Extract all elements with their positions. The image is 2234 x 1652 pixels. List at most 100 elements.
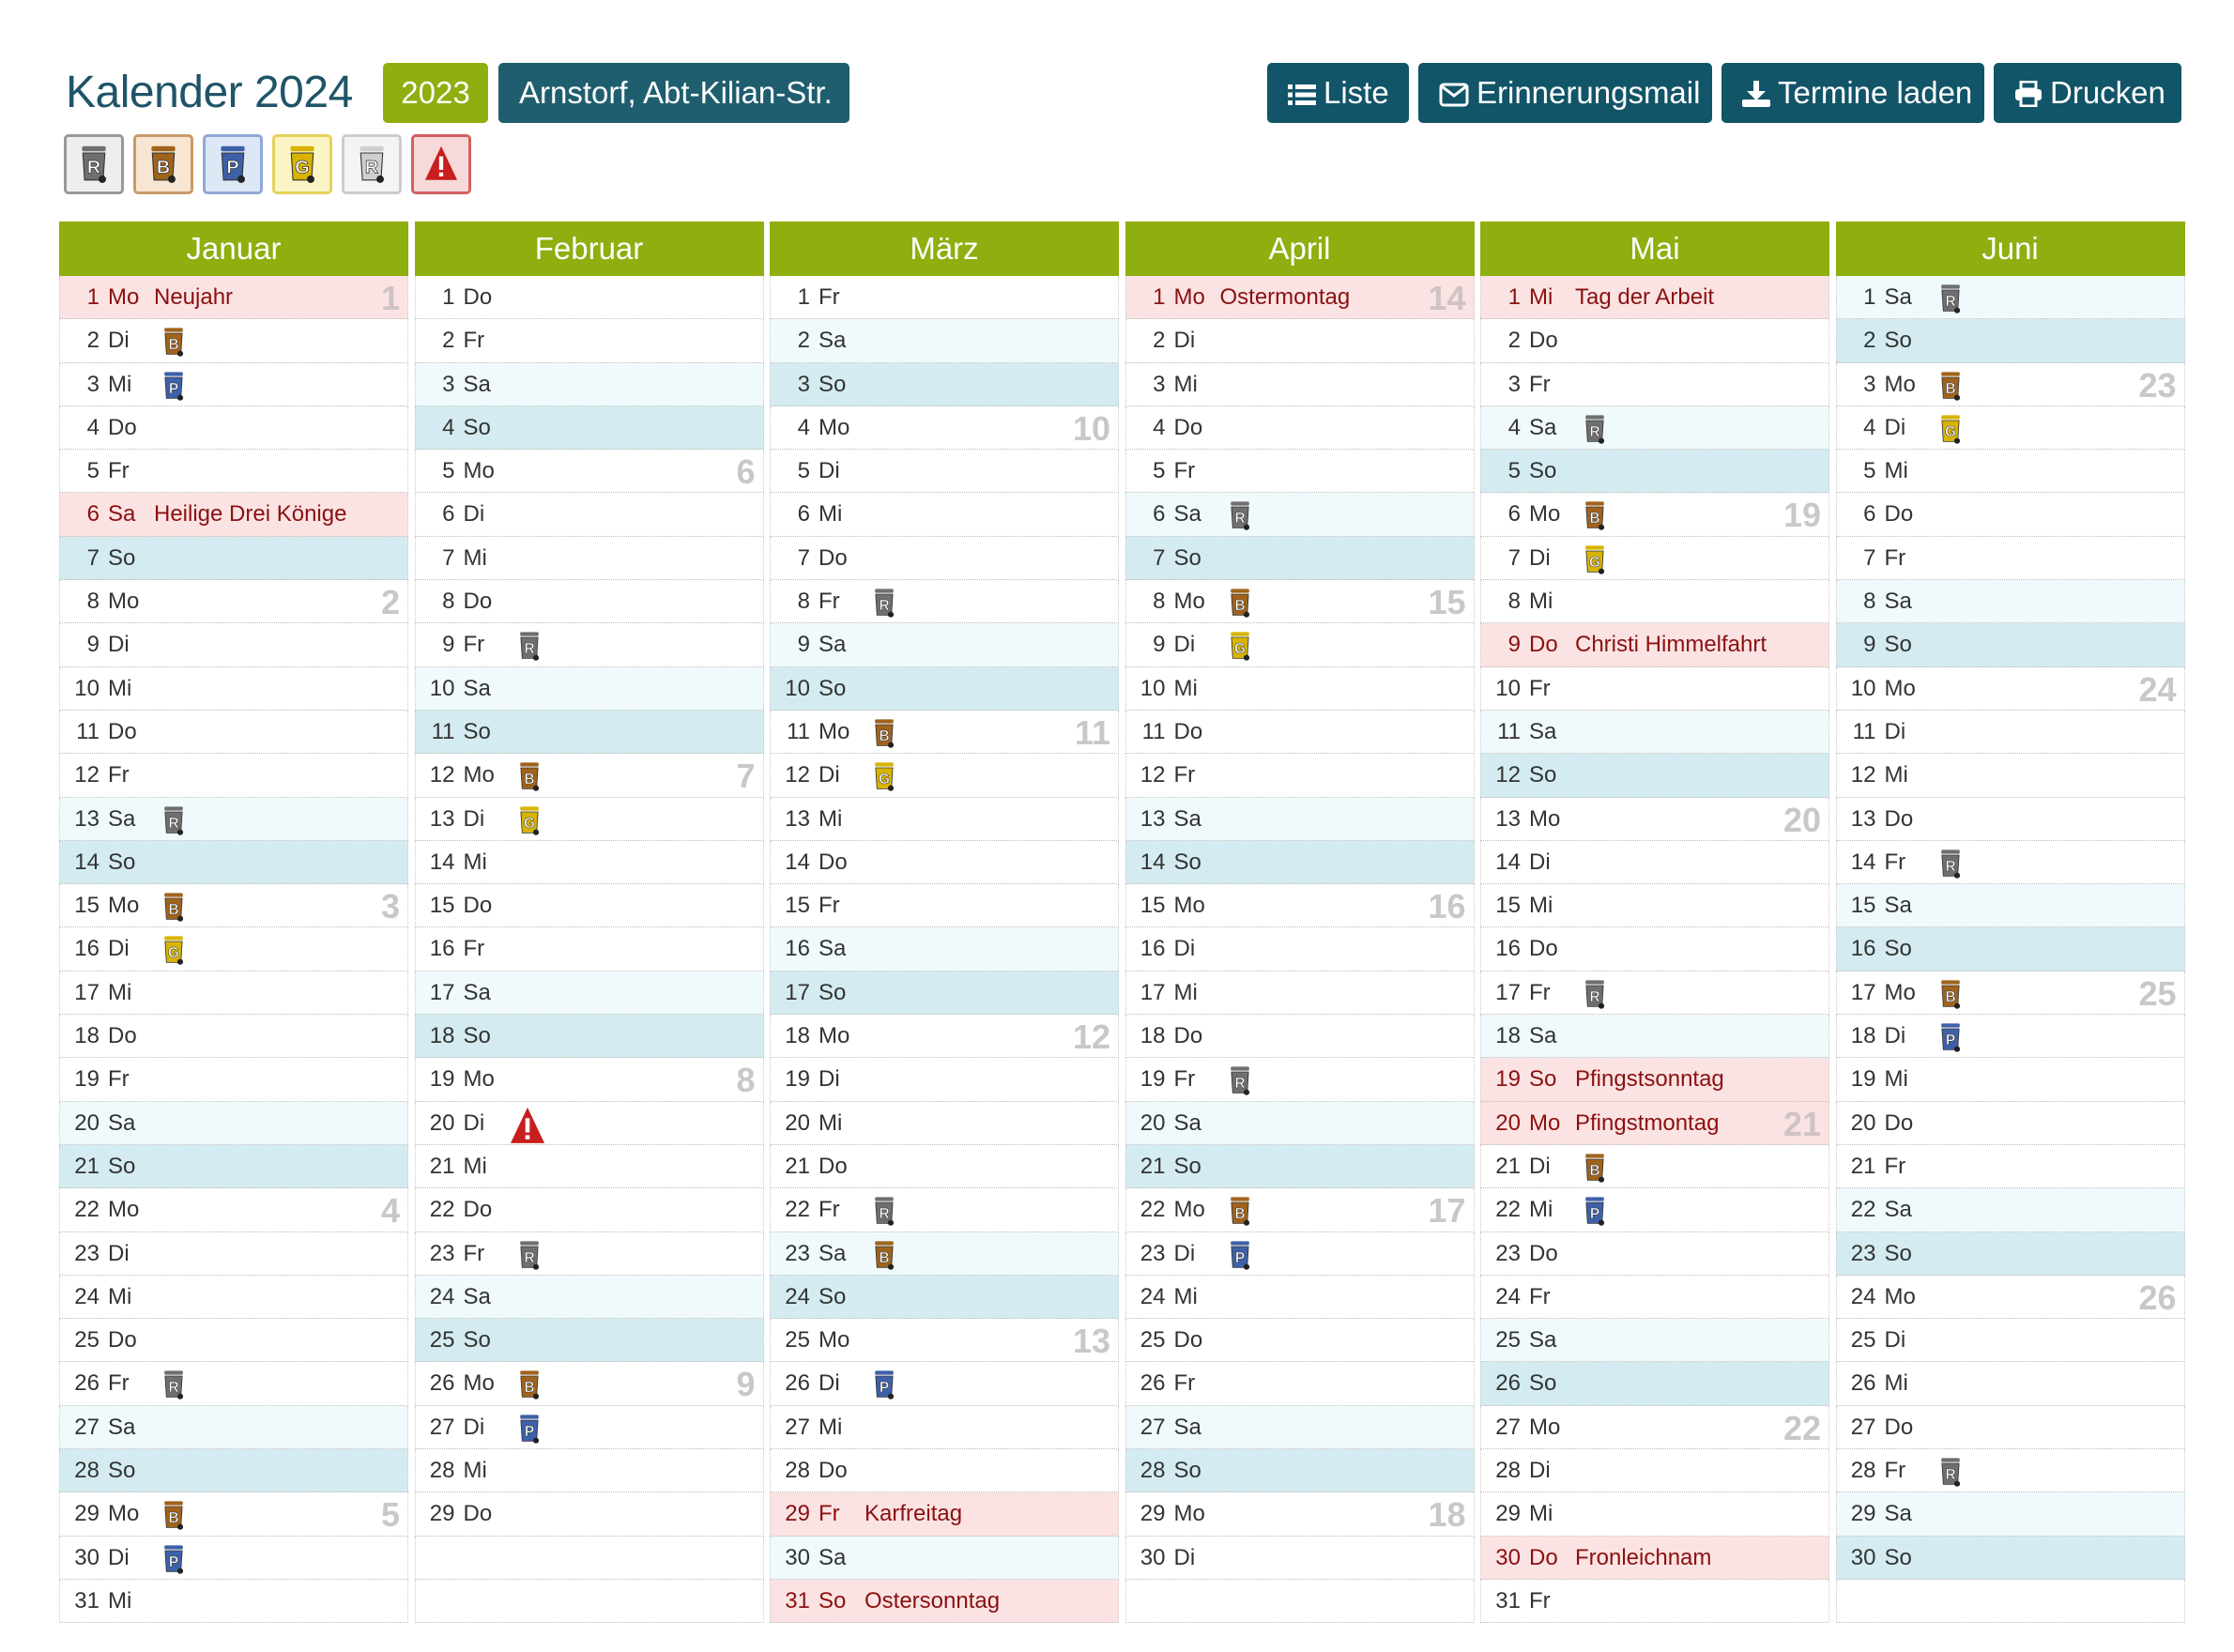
day-row[interactable]: 8 Mo B 15: [1125, 580, 1475, 624]
day-row[interactable]: 17 So: [770, 971, 1119, 1016]
day-row[interactable]: 24 So: [770, 1275, 1119, 1320]
day-row[interactable]: 16 Di G: [59, 927, 408, 971]
day-row[interactable]: 8 Sa: [1835, 580, 2185, 624]
day-row[interactable]: 9 Di G: [1125, 623, 1475, 667]
day-row[interactable]: 18 Mo 12: [770, 1015, 1119, 1059]
day-row[interactable]: 8 Mo 2: [59, 580, 408, 624]
biomuell-icon[interactable]: B: [161, 1500, 187, 1545]
day-row[interactable]: 24 Mi: [1125, 1275, 1475, 1320]
termine-laden-button[interactable]: Termine laden: [1721, 63, 1984, 123]
gelber-sack-icon[interactable]: G: [161, 935, 187, 980]
biomuell-icon[interactable]: B: [1227, 1196, 1253, 1241]
day-row[interactable]: 15 Mo 16: [1125, 884, 1475, 928]
day-row[interactable]: 27 Mo 22: [1480, 1405, 1829, 1450]
day-row[interactable]: 26 Mo B 9: [414, 1362, 764, 1406]
day-row[interactable]: 5 Mo 6: [414, 450, 764, 494]
day-row[interactable]: 30 Do Fronleichnam: [1480, 1536, 1829, 1580]
gelber-sack-icon[interactable]: G: [1582, 544, 1608, 589]
day-row[interactable]: 14 Mi: [414, 840, 764, 885]
day-row[interactable]: 12 Fr: [59, 754, 408, 798]
biomuell-icon[interactable]: B: [1582, 500, 1608, 545]
papier-icon[interactable]: P: [161, 371, 187, 416]
day-row[interactable]: 23 Fr R: [414, 1231, 764, 1276]
day-row[interactable]: 7 So: [1125, 536, 1475, 581]
papier-icon[interactable]: P: [161, 1544, 187, 1589]
day-row[interactable]: 29 Mo 18: [1125, 1492, 1475, 1537]
day-row[interactable]: 18 So: [414, 1015, 764, 1059]
day-row[interactable]: 10 Fr: [1480, 666, 1829, 711]
day-row[interactable]: 12 Mo B 7: [414, 754, 764, 798]
day-row[interactable]: 2 Sa: [770, 319, 1119, 363]
restmuell-icon[interactable]: R: [64, 134, 124, 194]
day-row[interactable]: 5 Fr: [1125, 450, 1475, 494]
day-row[interactable]: 9 Sa: [770, 623, 1119, 667]
day-row[interactable]: 5 So: [1480, 450, 1829, 494]
day-row[interactable]: 16 Di: [1125, 927, 1475, 971]
day-row[interactable]: 11 Sa: [1480, 710, 1829, 755]
day-row[interactable]: 4 Sa R: [1480, 405, 1829, 451]
restmuell-icon[interactable]: R: [161, 805, 187, 850]
restmuell-icon[interactable]: R: [1227, 1065, 1253, 1110]
day-row[interactable]: 23 So: [1835, 1231, 2185, 1276]
liste-button[interactable]: Liste: [1267, 63, 1409, 123]
day-row[interactable]: 16 Fr: [414, 927, 764, 971]
day-row[interactable]: 19 Mo 8: [414, 1058, 764, 1102]
day-row[interactable]: 14 So: [1125, 840, 1475, 885]
papier-icon[interactable]: P: [516, 1414, 543, 1459]
day-row[interactable]: 25 Sa: [1480, 1319, 1829, 1363]
restmuell-icon[interactable]: R: [516, 631, 543, 676]
day-row[interactable]: 19 Fr: [59, 1058, 408, 1102]
day-row[interactable]: 27 Mi: [770, 1405, 1119, 1450]
day-row[interactable]: 25 Mo 13: [770, 1319, 1119, 1363]
year-2023-button[interactable]: 2023: [383, 63, 488, 123]
restmuell-icon[interactable]: R: [1227, 500, 1253, 545]
day-row[interactable]: 7 Fr: [1835, 536, 2185, 581]
papier-icon[interactable]: P: [203, 134, 263, 194]
day-row[interactable]: 30 Di P: [59, 1536, 408, 1580]
day-row[interactable]: 5 Di: [770, 450, 1119, 494]
gelber-sack-icon[interactable]: G: [272, 134, 332, 194]
day-row[interactable]: 16 Sa: [770, 927, 1119, 971]
day-row[interactable]: 26 Di P: [770, 1362, 1119, 1406]
day-row[interactable]: 28 Fr R: [1835, 1449, 2185, 1493]
biomuell-icon[interactable]: B: [516, 1369, 543, 1415]
day-row[interactable]: 22 Fr R: [770, 1188, 1119, 1232]
day-row[interactable]: 22 Sa: [1835, 1188, 2185, 1232]
day-row[interactable]: 29 Mi: [1480, 1492, 1829, 1537]
day-row[interactable]: 12 Di G: [770, 754, 1119, 798]
day-row[interactable]: 28 Di: [1480, 1449, 1829, 1493]
day-row[interactable]: 2 Di: [1125, 319, 1475, 363]
day-row[interactable]: 10 Mi: [1125, 666, 1475, 711]
restmuell-icon[interactable]: R: [1582, 414, 1608, 459]
day-row[interactable]: 7 Di G: [1480, 536, 1829, 581]
day-row[interactable]: 10 So: [770, 666, 1119, 711]
day-row[interactable]: 2 Fr: [414, 319, 764, 363]
day-row[interactable]: 4 Di G: [1835, 405, 2185, 451]
day-row[interactable]: 31 So Ostersonntag: [770, 1579, 1119, 1624]
day-row[interactable]: 22 Mi P: [1480, 1188, 1829, 1232]
day-row[interactable]: 6 Mo B 19: [1480, 493, 1829, 537]
day-row[interactable]: 1 Mi Tag der Arbeit: [1480, 276, 1829, 320]
biomuell-icon[interactable]: B: [1582, 1153, 1608, 1198]
day-row[interactable]: 1 Fr: [770, 276, 1119, 320]
day-row[interactable]: 20 Sa: [59, 1101, 408, 1145]
day-row[interactable]: 18 Do: [1125, 1015, 1475, 1059]
restmuell-icon[interactable]: R: [161, 1369, 187, 1415]
day-row[interactable]: 19 So Pfingstsonntag: [1480, 1058, 1829, 1102]
day-row[interactable]: 22 Do: [414, 1188, 764, 1232]
day-row[interactable]: 29 Fr Karfreitag: [770, 1492, 1119, 1537]
day-row[interactable]: 25 Do: [59, 1319, 408, 1363]
day-row[interactable]: 20 Mi: [770, 1101, 1119, 1145]
day-row[interactable]: 6 Mi: [770, 493, 1119, 537]
day-row[interactable]: 16 Do: [1480, 927, 1829, 971]
day-row[interactable]: 2 Di B: [59, 319, 408, 363]
restmuell-icon[interactable]: R: [1937, 283, 1964, 329]
day-row[interactable]: 7 Do: [770, 536, 1119, 581]
day-row[interactable]: 8 Fr R: [770, 580, 1119, 624]
day-row[interactable]: 11 Di: [1835, 710, 2185, 755]
restmuell-icon[interactable]: R: [1582, 979, 1608, 1024]
day-row[interactable]: 24 Mo 26: [1835, 1275, 2185, 1320]
gelber-sack-icon[interactable]: G: [1227, 631, 1253, 676]
day-row[interactable]: 18 Sa: [1480, 1015, 1829, 1059]
day-row[interactable]: 26 So: [1480, 1362, 1829, 1406]
